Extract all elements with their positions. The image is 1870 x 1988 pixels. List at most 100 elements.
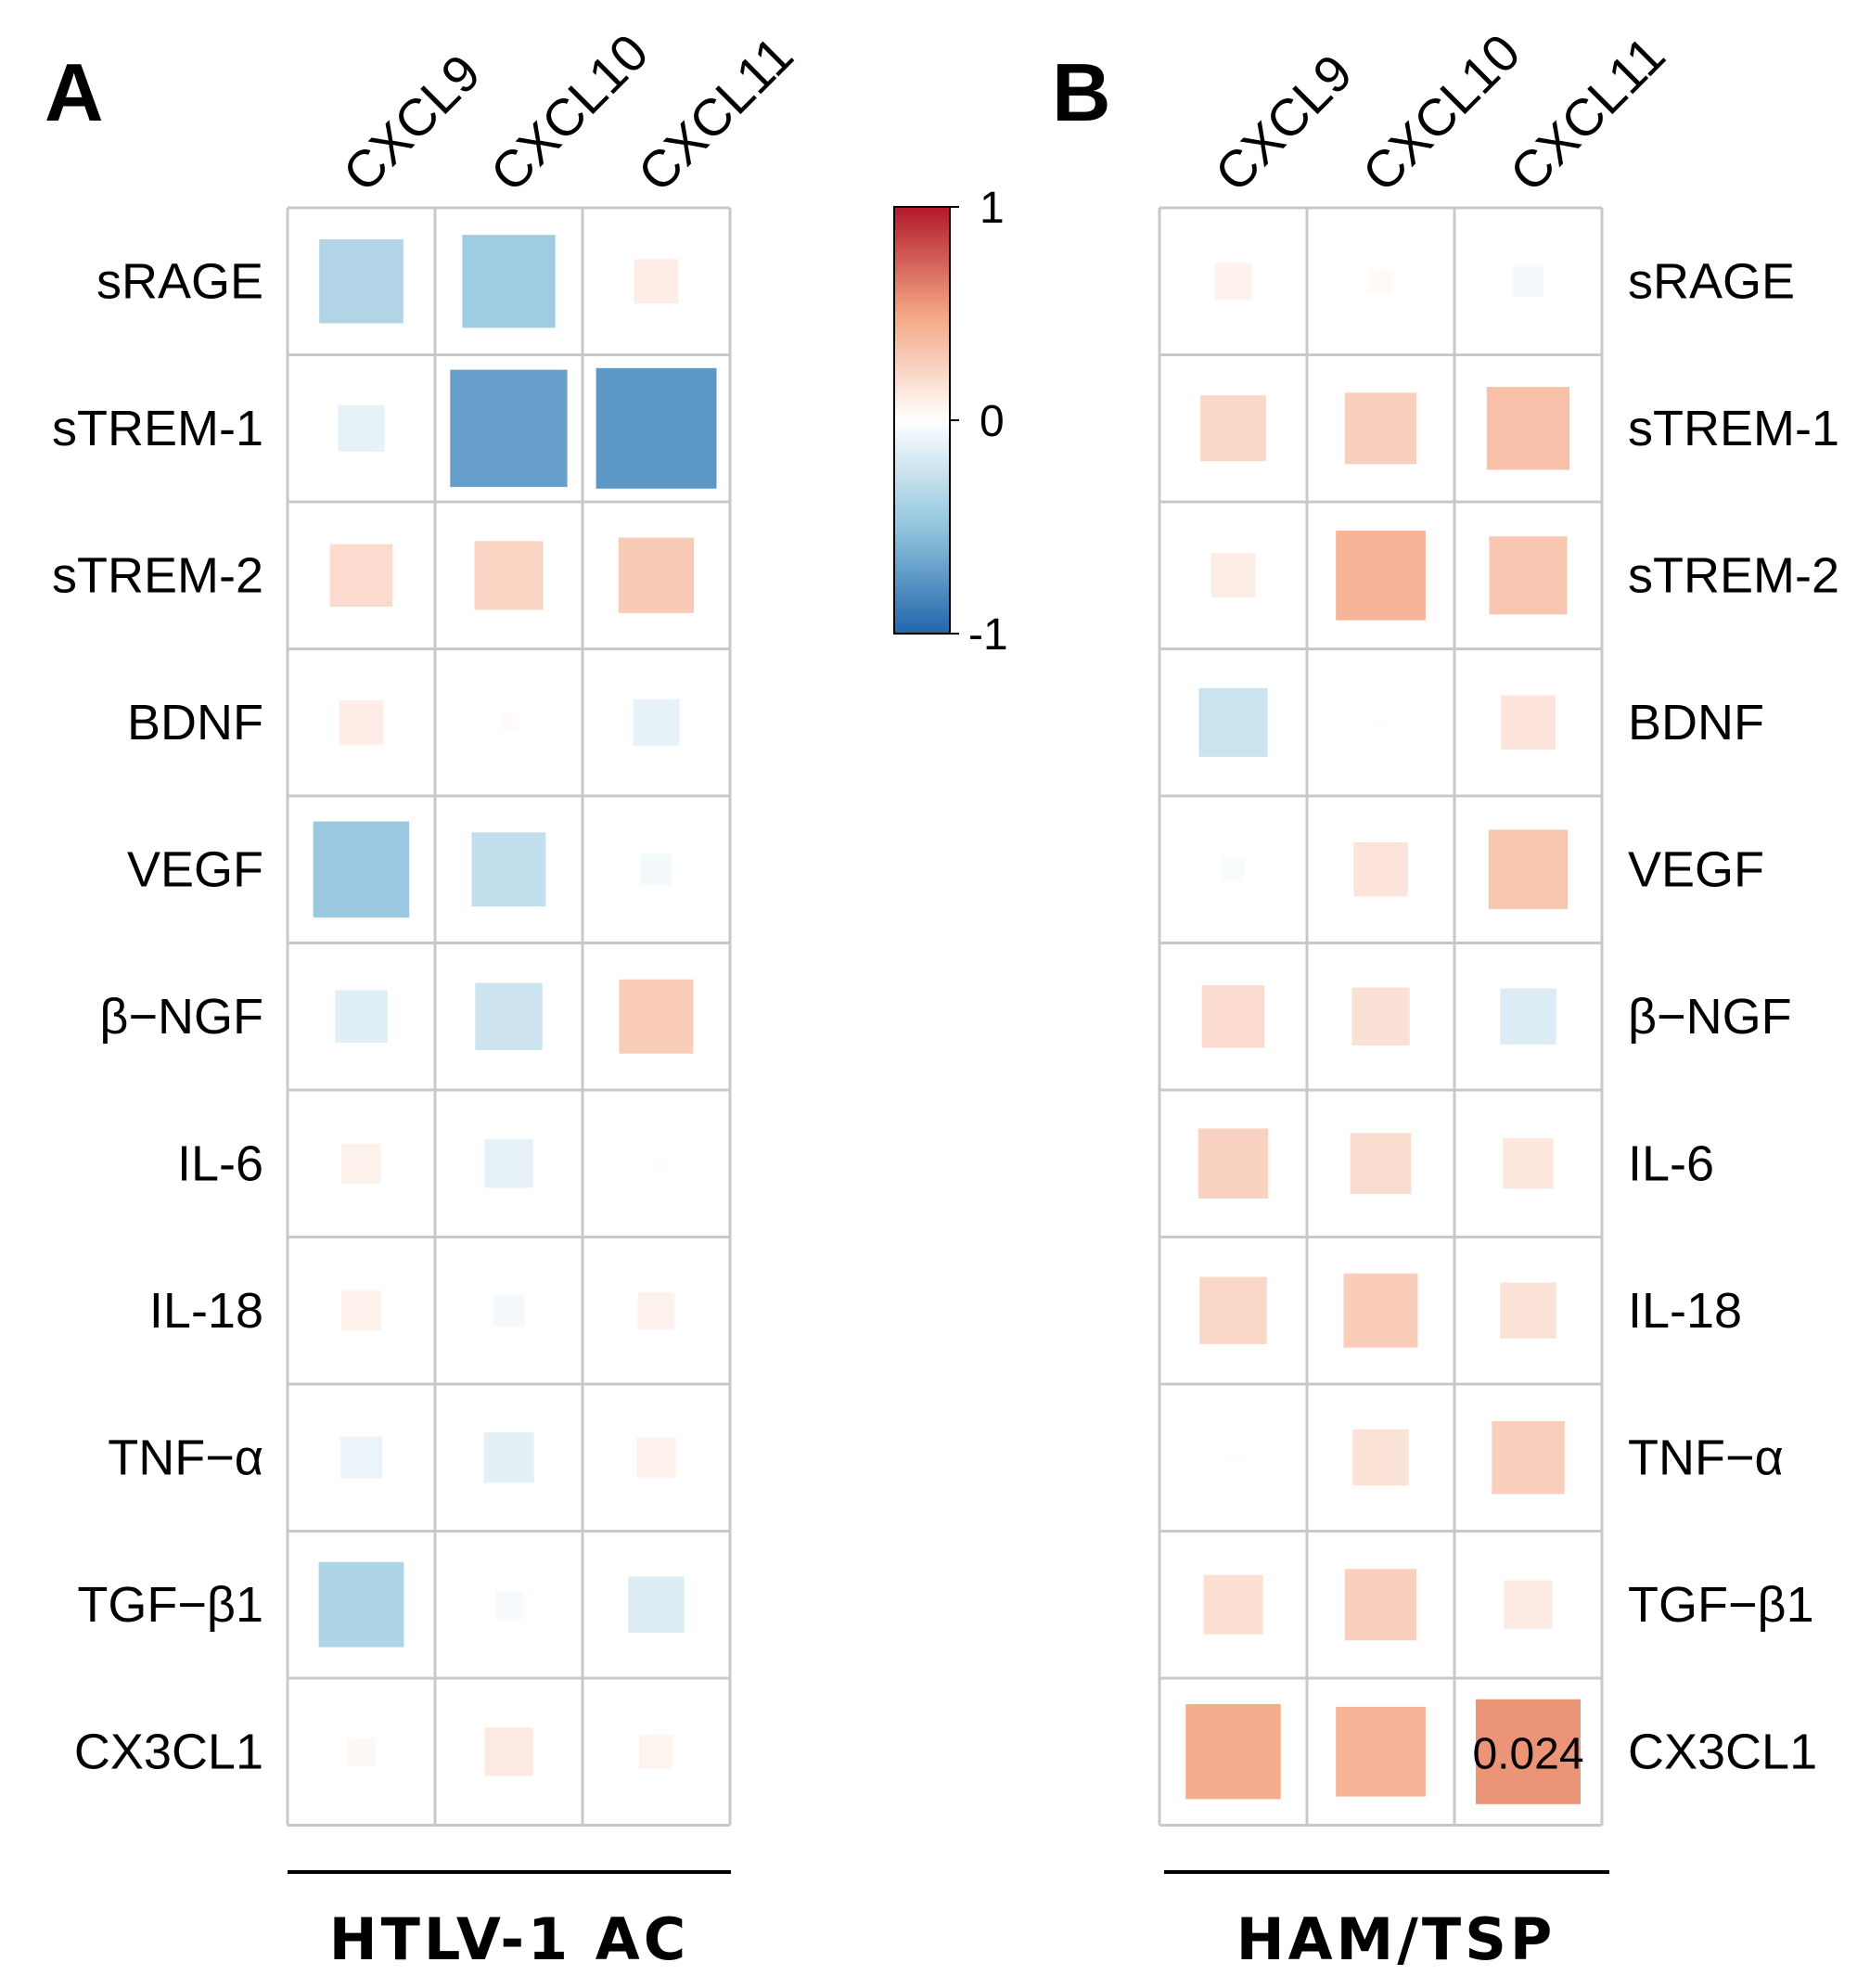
panel-b-cell [1486,387,1570,470]
panel-a-column-label: CXCL11 [626,25,803,202]
panel-b-cell [1512,265,1544,298]
panel-a-cell [329,544,393,607]
panel-b-cell [1504,1580,1553,1629]
panel-b-row-label: IL-6 [1628,1135,1714,1191]
panel-b-cell [1199,1276,1267,1344]
panel-b-row-label: TNF−α [1628,1430,1784,1485]
panel-b-cell [1210,553,1256,598]
color-legend-bar [893,206,951,635]
panel-b-cell [1336,530,1426,621]
panel-a-cell [484,1139,533,1188]
panel-b-annotation: 0.024 [1472,1729,1583,1778]
color-legend-tick-label: -1 [968,610,1008,660]
panel-b-cell [1352,1430,1409,1486]
panel-b-cell [1501,695,1556,750]
panel-b-cell [1488,829,1569,909]
panel-b-cell [1500,1282,1556,1339]
panel-a-cell [475,982,543,1050]
panel-b-cell [1198,687,1268,757]
panel-b-column-label: CXCL9 [1203,43,1363,202]
panel-b-row-label: β−NGF [1628,989,1792,1045]
panel-a-row-label: VEGF [127,841,263,897]
panel-b-cell [1503,1138,1554,1189]
panel-b-row-label: CX3CL1 [1628,1724,1817,1779]
panel-b-row-label: BDNF [1628,695,1764,750]
panel-a-cell [637,1291,675,1329]
panel-a-cell [347,1738,376,1766]
panel-b-cell [1345,1569,1416,1641]
panel-a-row-label: sRAGE [96,253,263,309]
panel-b-cell [1343,1273,1418,1348]
panel-a-row-label: IL-18 [149,1283,263,1339]
panel-a-group-label: HTLV-1 AC [329,1905,690,1973]
panel-a-cell [493,1294,525,1327]
panel-b-letter: B [1052,46,1111,138]
panel-b-cell [1350,1133,1412,1195]
panel-b-cell [1476,1699,1581,1804]
panel-b-cell [1500,988,1556,1045]
panel-a-cell [649,1156,664,1171]
panel-a-cell [639,1734,673,1769]
panel-a-cell [335,990,388,1043]
panel-b-cell [1353,842,1408,897]
panel-a-row-label: TNF−α [108,1430,263,1485]
panel-b-cell [1221,857,1246,882]
panel-a-cell [338,404,385,452]
color-legend-tick-label: 1 [980,184,1005,233]
panel-b-cell [1201,985,1265,1048]
panel-b-column-label: CXCL11 [1498,25,1675,202]
panel-a-cell [450,369,568,487]
panel-a-cell [339,1436,383,1479]
panel-a-cell [619,979,694,1054]
panel-b-cell [1368,269,1393,294]
panel-b-cell [1374,715,1389,730]
color-legend-tick-label: 0 [980,397,1005,446]
panel-a-cell [618,537,695,613]
panel-a-cell [640,853,672,886]
panel-a-cell [462,235,556,328]
panel-b-cell [1336,1706,1426,1797]
panel-b-cell [1200,395,1266,462]
panel-a-column-label: CXCL9 [331,43,491,202]
panel-b-cell [1489,536,1568,615]
panel-b-cell [1198,1128,1269,1199]
panel-a-cell [319,238,403,324]
panel-b-column-label: CXCL10 [1351,22,1531,202]
panel-a-column-label: CXCL10 [479,22,659,202]
panel-a-cell [498,712,519,733]
panel-a-row-label: TGF−β1 [77,1577,263,1633]
panel-a-cell [483,1432,534,1483]
panel-a-row-label: CX3CL1 [74,1724,263,1779]
panel-a-cell [636,1437,676,1478]
panel-a-row-label: IL-6 [177,1135,263,1191]
panel-b-cell [1351,987,1410,1045]
panel-a-cell [484,1727,533,1776]
panel-b-cell [1185,1704,1281,1800]
panel-b-row-label: sRAGE [1628,253,1795,309]
panel-a-cell [341,1143,381,1184]
panel-a-cell [318,1561,404,1648]
panel-a-cell [471,832,546,907]
panel-b-cell [1214,263,1252,301]
panel-a-cell [313,821,410,917]
panel-a-cell [339,699,384,745]
panel-a-cell [474,541,544,610]
panel-b-cell [1492,1421,1565,1494]
panel-a-cell [494,1590,523,1619]
panel-a-cell [634,259,679,304]
color-legend-ticks: 1 0 -1 [950,184,1008,660]
panel-b-row-label: sTREM-1 [1628,401,1839,456]
panel-a-cell [341,1290,381,1331]
panel-b-cell [1226,1450,1241,1465]
panel-b-row-label: sTREM-2 [1628,547,1839,603]
panel-a-cell [628,1576,685,1633]
panel-a-cell [596,367,717,489]
panel-a-letter: A [45,46,104,138]
panel-b-row-label: IL-18 [1628,1283,1742,1339]
panel-a-row-label: BDNF [127,695,263,750]
panel-b-cell [1203,1574,1263,1635]
panel-b-row-label: VEGF [1628,841,1764,897]
